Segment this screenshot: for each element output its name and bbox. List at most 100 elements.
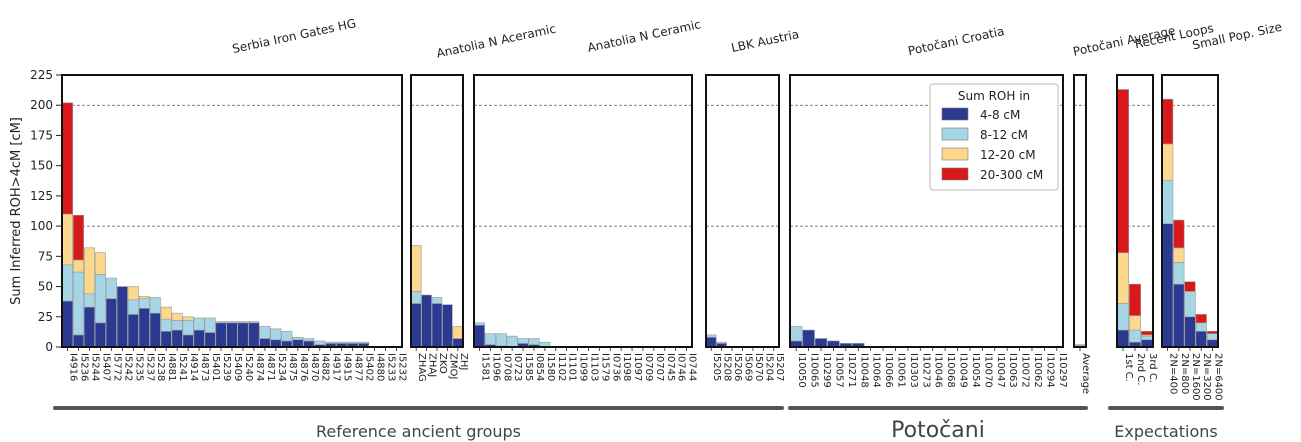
bar-segment: [83, 306, 95, 348]
legend: Sum ROH in 4-8 cM 8-12 cM 12-20 cM 20-300 cM: [929, 83, 1059, 191]
panel-frame: [1161, 74, 1219, 348]
panel-title: Potočani Croatia: [907, 24, 1006, 58]
x-tick-label: I5207: [774, 353, 785, 381]
bar-segment: [105, 277, 117, 299]
legend-swatch: [941, 127, 969, 141]
x-tick-label: I10063: [1007, 353, 1018, 388]
bar-segment: [270, 328, 282, 341]
x-tick-label: I10072: [1020, 353, 1031, 388]
bar-segment: [259, 326, 271, 339]
x-tick-label: I0708: [501, 353, 512, 381]
x-tick-label: ZMOJ: [447, 353, 458, 379]
bar-segment: [127, 286, 139, 301]
y-tick-label: 125: [30, 189, 53, 203]
y-tick-label: 150: [30, 159, 53, 173]
bar-segment: [149, 297, 161, 314]
bar-segment: [495, 333, 507, 347]
bar-segment: [182, 334, 194, 348]
bar-segment: [1206, 333, 1219, 341]
x-tick-label: 1st C.: [1123, 353, 1134, 382]
bar-segment: [94, 322, 106, 348]
bar-segment: [314, 340, 326, 345]
bar-segment: [94, 252, 106, 275]
bar-segment: [237, 321, 249, 324]
x-tick-label: I4874: [254, 353, 265, 381]
x-tick-label: 3rd C.: [1147, 353, 1158, 383]
x-tick-label: 2N=800: [1179, 353, 1190, 394]
bar-segment: [105, 298, 117, 348]
bar-segment: [72, 259, 84, 273]
x-tick-label: I5232: [397, 353, 408, 381]
bar-segment: [182, 316, 194, 321]
y-tick-label: 75: [38, 249, 53, 263]
x-tick-label: I1579: [599, 353, 610, 381]
x-tick-label: I4877: [353, 353, 364, 381]
bar-segment: [1117, 252, 1130, 304]
x-tick-label: I5241: [177, 353, 188, 381]
bar-segment: [171, 329, 183, 348]
bar-segment: [83, 247, 95, 295]
x-tick-label: 2N=400: [1168, 353, 1179, 394]
bar-segment: [452, 338, 464, 348]
x-tick-label: I5237: [144, 353, 155, 381]
bar-segment: [1161, 98, 1174, 145]
bar-segment: [814, 338, 828, 348]
legend-title: Sum ROH in: [958, 89, 1030, 103]
bar-segment: [193, 317, 205, 331]
legend-label: 20-300 cM: [980, 168, 1043, 182]
x-tick-label: I1581: [479, 353, 490, 381]
bar-segment: [410, 245, 422, 292]
x-tick-label: I1103: [588, 353, 599, 381]
bar-segment: [1129, 329, 1142, 343]
x-tick-label: I5240: [243, 353, 254, 381]
x-tick-label: 2N=3200: [1201, 353, 1212, 401]
bar-segment: [138, 295, 150, 299]
x-tick-label: I4914: [188, 353, 199, 381]
panel-frame: [1116, 74, 1154, 348]
bar-segment: [1195, 330, 1207, 348]
x-tick-label: I0744: [687, 353, 698, 381]
panel-4: I10050 I10065 I10299 I10057 I10271 I10048 I100…: [789, 24, 1068, 388]
x-tick-label: I1102: [556, 353, 567, 381]
bar-segment: [716, 341, 727, 344]
bar-segment: [431, 303, 443, 348]
panel-frame: [410, 74, 464, 348]
bar-segment: [1141, 335, 1154, 341]
x-tick-label: 2N=6400: [1212, 353, 1223, 401]
panel-title: Anatolia N Ceramic: [586, 17, 702, 55]
y-axis-label: Sum Inferred ROH>4cM [cM]: [9, 117, 24, 305]
x-tick-label: I1096: [490, 353, 501, 381]
x-tick-label: I5069: [743, 353, 754, 381]
legend-swatch: [941, 107, 969, 121]
x-tick-label: I5409: [232, 353, 243, 381]
bar-segment: [410, 291, 422, 304]
x-tick-label: I4876: [298, 353, 309, 381]
x-tick-label: 2N=1600: [1190, 353, 1201, 401]
bar-segment: [83, 293, 95, 308]
bar-segment: [452, 326, 464, 339]
x-tick-label: I5070: [753, 353, 764, 381]
panel-frame: [1073, 74, 1087, 348]
y-tick-label: 50: [38, 280, 53, 294]
bar-segment: [1161, 179, 1174, 224]
y-tick-label: 0: [45, 340, 53, 354]
x-tick-label: I10050: [796, 353, 807, 388]
bar-segment: [94, 274, 106, 324]
bar-segment: [1184, 316, 1196, 348]
bar-segment: [410, 303, 422, 348]
bar-segment: [61, 213, 73, 266]
bar-segment: [303, 338, 315, 342]
bar-segment: [1141, 330, 1154, 336]
bar-segment: [1206, 339, 1219, 348]
x-tick-label: I1580: [545, 353, 556, 381]
x-tick-label: I10049: [958, 353, 969, 388]
x-tick-label: I5407: [100, 353, 111, 381]
bar-segment: [149, 312, 161, 348]
bar-segment: [325, 341, 337, 344]
bar-segment: [248, 321, 260, 324]
x-tick-label: I10068: [945, 353, 956, 388]
bar-segment: [1173, 219, 1185, 249]
bar-segment: [790, 326, 803, 342]
bar-segment: [226, 321, 238, 324]
